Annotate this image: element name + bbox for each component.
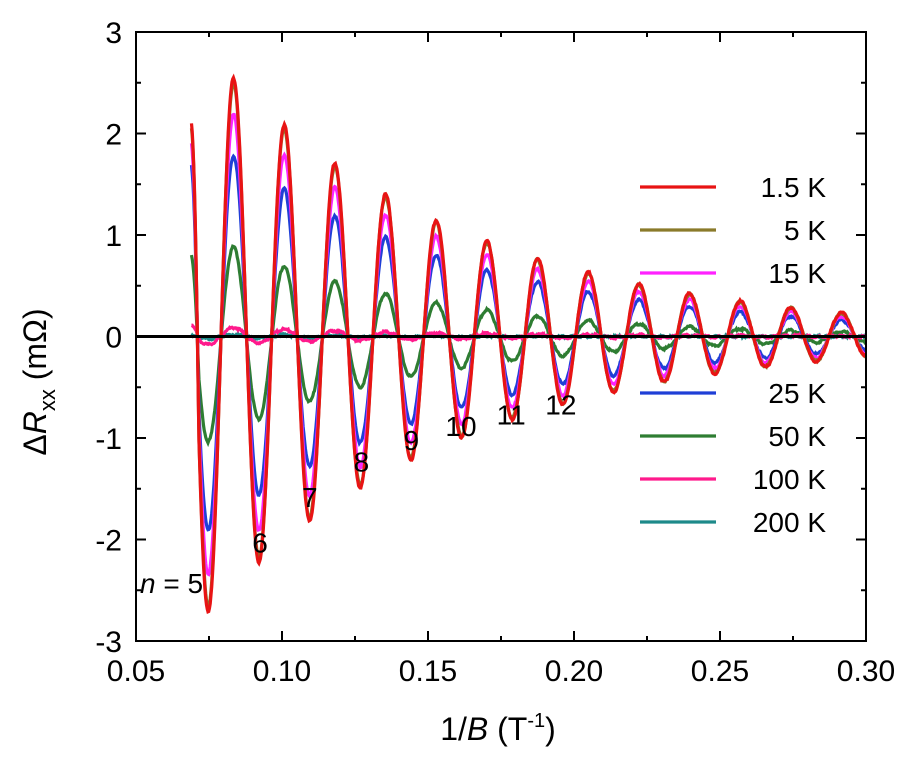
x-axis-title-unit-exp: -1	[527, 710, 545, 732]
x-axis-title-prefix: 1/	[440, 711, 467, 747]
y-tick-label: -2	[95, 525, 122, 558]
x-tick-label: 0.30	[837, 655, 895, 688]
y-axis-title-var: R	[17, 411, 53, 434]
x-tick-label: 0.20	[545, 655, 603, 688]
landau-index-label: 12	[545, 390, 576, 421]
y-axis-title-delta: Δ	[17, 434, 53, 455]
legend-label: 15 K	[768, 258, 826, 289]
legend-label: 50 K	[768, 421, 826, 452]
y-axis-title-unit: (mΩ)	[17, 308, 53, 389]
y-tick-label: 1	[105, 220, 122, 253]
n-symbol: n	[140, 568, 156, 599]
legend-label: 1.5 K	[761, 172, 827, 203]
y-axis-title: ΔRxx (mΩ)	[17, 308, 60, 455]
landau-index-label: 6	[252, 528, 268, 559]
y-tick-label: -1	[95, 423, 122, 456]
x-axis-title-unit-open: (T	[488, 711, 527, 747]
legend-label: 25 K	[768, 378, 826, 409]
equals-sign: =	[156, 568, 188, 599]
x-tick-label: 0.05	[107, 655, 165, 688]
x-axis-title: 1/B (T-1)	[440, 710, 556, 747]
x-tick-label: 0.10	[253, 655, 311, 688]
landau-index-label: 8	[354, 446, 370, 477]
y-axis-title-sub: xx	[35, 389, 60, 411]
landau-index-label: 11	[497, 400, 526, 431]
x-tick-label: 0.25	[691, 655, 749, 688]
y-tick-label: -3	[95, 626, 122, 659]
y-tick-label: 2	[105, 119, 122, 152]
legend-label: 5 K	[784, 215, 826, 246]
landau-index-label: 9	[404, 425, 420, 456]
x-tick-label: 0.15	[399, 655, 457, 688]
series-layer	[189, 73, 868, 614]
x-axis-title-var: B	[467, 711, 488, 747]
axis-ticks	[135, 31, 867, 642]
legend: 1.5 K 5 K 15 K 25 K 50 K 100 K 200 K	[640, 172, 826, 538]
landau-index-value: 5	[188, 568, 204, 599]
legend-label: 200 K	[753, 507, 826, 538]
x-axis-title-unit-close: )	[545, 711, 556, 747]
y-tick-label: 3	[105, 17, 122, 50]
landau-index-label: 7	[302, 482, 318, 513]
landau-level-annotations: n = 5 6 7 8 9 10 11 12	[140, 390, 576, 600]
legend-label: 100 K	[753, 464, 826, 495]
landau-index-label: n = 5	[140, 568, 203, 599]
y-tick-label: 0	[105, 322, 122, 355]
landau-index-label: 10	[445, 411, 476, 442]
